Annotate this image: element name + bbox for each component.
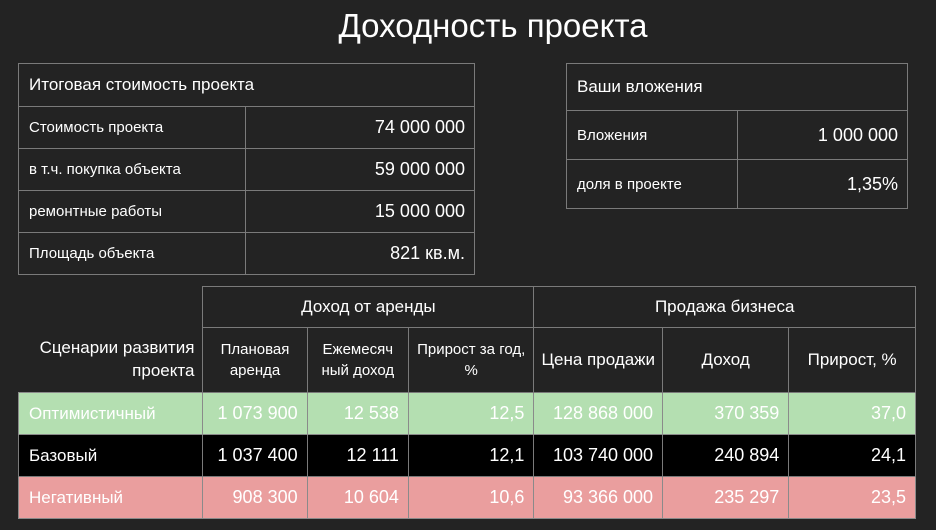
investment-value: 1,35% <box>737 159 908 209</box>
table-cell: 37,0 <box>788 392 916 435</box>
rent-income-header: Доход от аренды <box>202 286 535 328</box>
table-cell: 12,1 <box>407 434 535 477</box>
project-cost-table: Итоговая стоимость проекта Стоимость про… <box>18 63 475 275</box>
table-cell: 128 868 000 <box>533 392 664 435</box>
cost-value: 821 кв.м. <box>245 232 475 275</box>
investment-table: Ваши вложения Вложения 1 000 000 доля в … <box>566 63 908 209</box>
table-row: Стоимость проекта 74 000 000 <box>18 106 475 149</box>
cost-value: 74 000 000 <box>245 106 475 149</box>
investment-label: доля в проекте <box>566 159 738 209</box>
scenarios-label: Сценарии развития проекта <box>39 338 195 380</box>
table-cell: 12 111 <box>306 434 409 477</box>
scenario-name: Оптимистичный <box>17 392 204 435</box>
table-cell: 12 538 <box>306 392 409 435</box>
table-cell: 12,5 <box>407 392 535 435</box>
scenarios-table: Сценарии развития проекта Доход от аренд… <box>17 286 916 519</box>
scenario-name: Базовый <box>17 434 204 477</box>
table-row: Вложения 1 000 000 <box>566 110 908 160</box>
investment-label: Вложения <box>566 110 738 160</box>
column-header: Ежемесяч ный доход <box>306 327 409 393</box>
table-row: в т.ч. покупка объекта 59 000 000 <box>18 148 475 191</box>
project-cost-header: Итоговая стоимость проекта <box>18 63 475 107</box>
page-title: Доходность проекта <box>338 7 648 44</box>
investment-value: 1 000 000 <box>737 110 908 160</box>
table-cell: 240 894 <box>662 434 790 477</box>
scenario-name: Негативный <box>17 476 204 519</box>
scenario-row-optimistic: Оптимистичный 1 073 900 12 538 12,5 128 … <box>17 392 916 435</box>
cost-value: 15 000 000 <box>245 190 475 233</box>
investment-header: Ваши вложения <box>566 63 908 111</box>
table-cell: 370 359 <box>662 392 790 435</box>
cost-label: Стоимость проекта <box>18 106 246 149</box>
table-row: ремонтные работы 15 000 000 <box>18 190 475 233</box>
table-cell: 908 300 <box>202 476 308 519</box>
table-cell: 24,1 <box>788 434 916 477</box>
column-header: Прирост за год, % <box>407 327 535 393</box>
cost-label: в т.ч. покупка объекта <box>18 148 246 191</box>
scenario-row-negative: Негативный 908 300 10 604 10,6 93 366 00… <box>17 476 916 519</box>
column-header: Доход <box>662 327 790 393</box>
business-sale-header: Продажа бизнеса <box>533 286 916 328</box>
table-cell: 1 037 400 <box>202 434 308 477</box>
cost-label: Площадь объекта <box>18 232 246 275</box>
cost-value: 59 000 000 <box>245 148 475 191</box>
scenario-row-base: Базовый 1 037 400 12 111 12,1 103 740 00… <box>17 434 916 477</box>
cost-label: ремонтные работы <box>18 190 246 233</box>
table-row: доля в проекте 1,35% <box>566 159 908 209</box>
table-cell: 1 073 900 <box>202 392 308 435</box>
column-header: Плановая аренда <box>202 327 308 393</box>
table-cell: 10 604 <box>306 476 409 519</box>
column-header: Цена продажи <box>533 327 664 393</box>
table-cell: 23,5 <box>788 476 916 519</box>
table-row: Площадь объекта 821 кв.м. <box>18 232 475 275</box>
table-cell: 103 740 000 <box>533 434 664 477</box>
column-header: Прирост, % <box>788 327 916 393</box>
table-cell: 10,6 <box>407 476 535 519</box>
table-cell: 93 366 000 <box>533 476 664 519</box>
table-cell: 235 297 <box>662 476 790 519</box>
